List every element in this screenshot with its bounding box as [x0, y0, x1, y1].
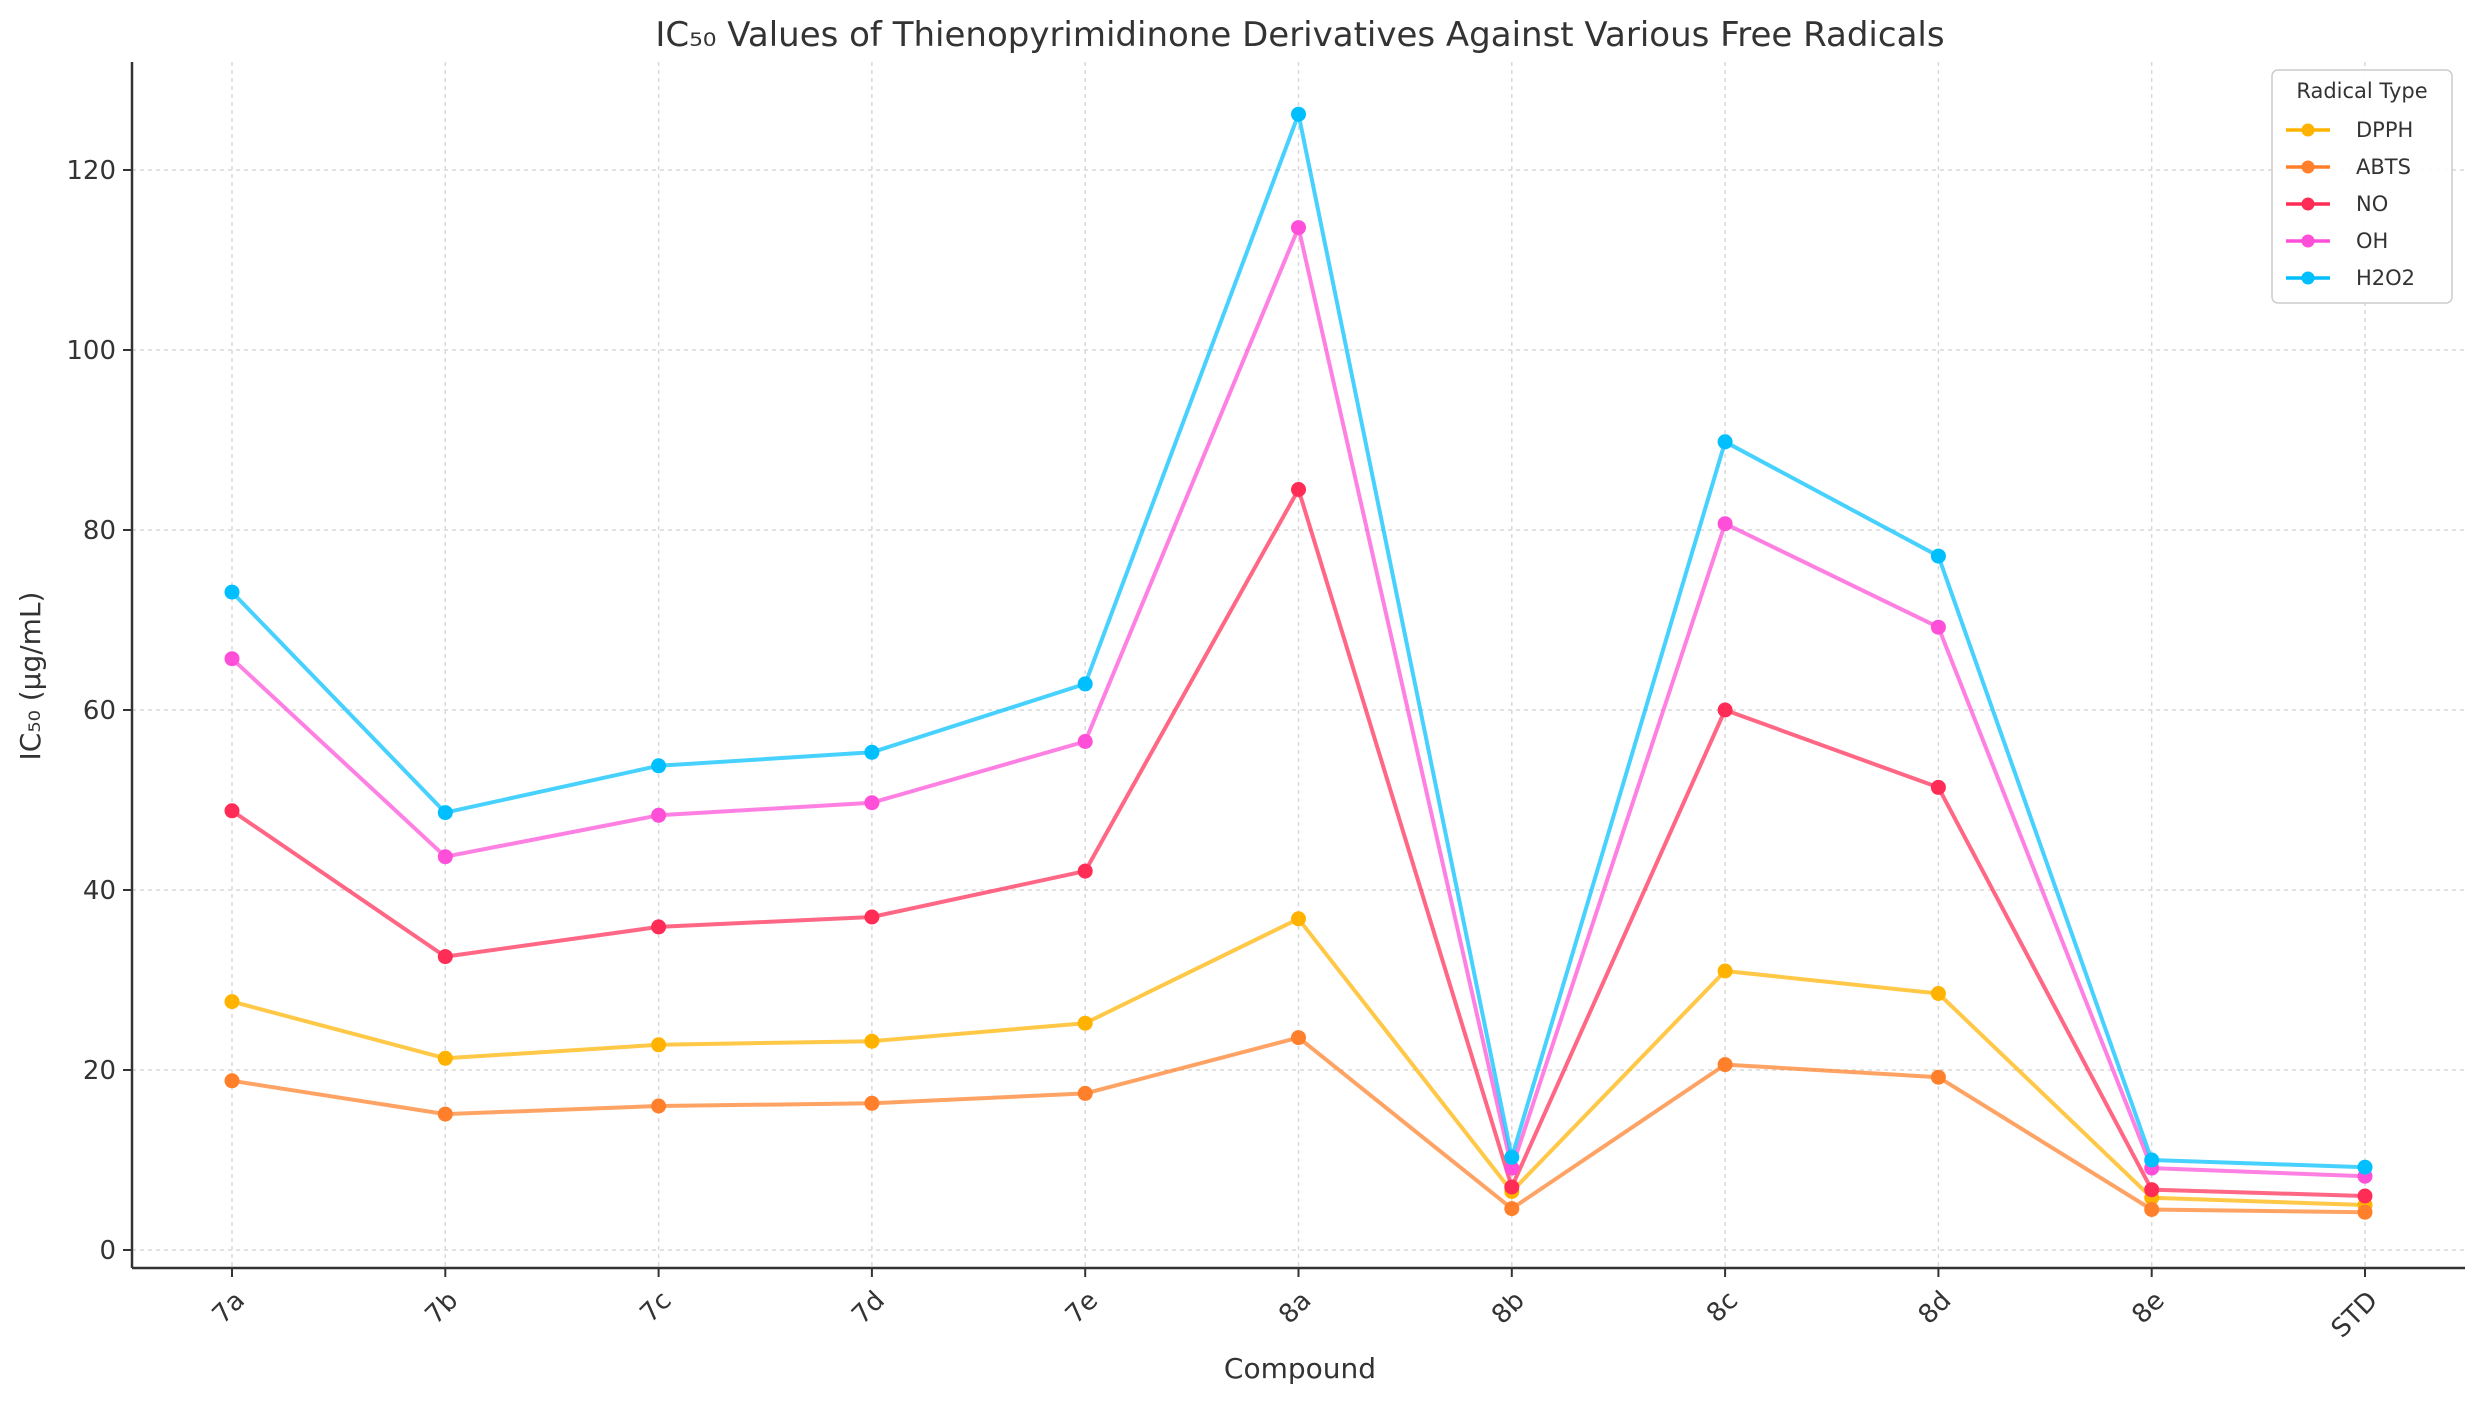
data-point-h2o2: [2144, 1152, 2160, 1168]
legend-swatch-marker: [2301, 123, 2315, 137]
legend-title: Radical Type: [2296, 79, 2427, 103]
data-point-no: [224, 803, 240, 819]
data-point-dpph: [437, 1050, 453, 1066]
data-point-abts: [1077, 1085, 1093, 1101]
data-point-abts: [2357, 1204, 2373, 1220]
x-tick-label: 7b: [420, 1286, 465, 1331]
data-point-h2o2: [1291, 106, 1306, 122]
data-point-dpph: [1291, 911, 1306, 927]
data-point-abts: [1291, 1030, 1306, 1046]
data-point-h2o2: [864, 744, 880, 760]
series-line-no: [230, 487, 2366, 1198]
y-tick-label: 40: [83, 876, 116, 906]
data-point-dpph: [1930, 986, 1946, 1001]
data-point-no: [1717, 702, 1733, 718]
data-point-dpph: [224, 994, 240, 1010]
legend-swatch-marker: [2301, 271, 2315, 285]
data-point-h2o2: [1930, 548, 1946, 564]
data-point-oh: [1930, 619, 1946, 635]
x-tick-label: 7c: [635, 1286, 678, 1329]
x-tick-label: 8a: [1273, 1286, 1317, 1330]
data-point-no: [2144, 1182, 2160, 1198]
series-group: [224, 106, 2373, 1220]
x-tick-label: 7a: [207, 1286, 251, 1330]
legend-swatch-marker: [2301, 160, 2315, 174]
data-point-h2o2: [1717, 434, 1733, 450]
data-point-dpph: [651, 1037, 667, 1053]
data-point-no: [2357, 1188, 2373, 1204]
data-point-abts: [224, 1073, 240, 1089]
data-point-h2o2: [437, 805, 453, 821]
data-point-no: [1930, 779, 1946, 795]
series-h2o2: [224, 106, 2373, 1175]
data-point-no: [1291, 482, 1306, 497]
x-tick-label: 7e: [1060, 1286, 1104, 1330]
data-point-oh: [1504, 1160, 1520, 1176]
data-point-oh: [224, 651, 240, 667]
x-tick-label: 7d: [846, 1286, 891, 1331]
legend-label: DPPH: [2356, 118, 2413, 142]
data-point-abts: [864, 1095, 880, 1111]
y-tick-label: 0: [99, 1236, 116, 1266]
x-tick-label: STD: [2326, 1286, 2384, 1344]
data-point-no: [437, 949, 453, 965]
data-point-dpph: [1717, 963, 1733, 979]
x-tick-label: 8b: [1486, 1286, 1531, 1331]
data-point-h2o2: [651, 758, 667, 774]
legend-label: H2O2: [2356, 266, 2415, 290]
data-point-h2o2: [1504, 1149, 1520, 1165]
series-no: [224, 482, 2373, 1204]
legend-swatch-marker: [2301, 234, 2315, 248]
data-point-oh: [1077, 734, 1093, 749]
data-point-dpph: [864, 1033, 880, 1049]
data-point-no: [651, 919, 667, 935]
data-point-abts: [2144, 1202, 2160, 1217]
y-tick-label: 80: [83, 516, 116, 546]
legend-label: OH: [2356, 229, 2388, 253]
chart-title: IC₅₀ Values of Thienopyrimidinone Deriva…: [655, 15, 1944, 55]
data-point-oh: [437, 849, 453, 865]
legend-item-h2o2: H2O2: [2286, 266, 2415, 290]
x-tick-label: 8c: [1701, 1286, 1744, 1329]
legend-item-oh: OH: [2286, 229, 2388, 253]
y-tick-label: 100: [66, 336, 116, 366]
data-point-abts: [651, 1098, 667, 1114]
legend-label: ABTS: [2356, 155, 2411, 179]
data-point-oh: [1717, 516, 1733, 532]
data-point-abts: [1504, 1201, 1520, 1217]
data-point-no: [864, 909, 880, 925]
y-axis-label: IC₅₀ (μg/mL): [14, 592, 47, 761]
data-point-h2o2: [2357, 1159, 2373, 1175]
series-oh: [224, 220, 2373, 1184]
data-point-oh: [1291, 220, 1306, 236]
data-point-abts: [437, 1106, 453, 1122]
legend-label: NO: [2356, 192, 2388, 216]
data-point-no: [1504, 1179, 1520, 1195]
legend-item-no: NO: [2286, 192, 2388, 216]
y-tick-label: 60: [83, 696, 116, 726]
data-point-h2o2: [1077, 676, 1093, 692]
data-point-no: [1077, 863, 1093, 879]
data-point-abts: [1717, 1057, 1733, 1073]
y-tick-label: 120: [66, 156, 116, 186]
data-point-oh: [864, 795, 880, 811]
series-abts: [224, 1030, 2373, 1220]
legend: Radical Type DPPH ABTS NO OH H2O2: [2271, 69, 2453, 304]
data-point-abts: [1930, 1069, 1946, 1085]
x-tick-label: 8e: [2126, 1286, 2170, 1330]
x-axis-label: Compound: [1224, 1352, 1376, 1385]
y-tick-label: 20: [83, 1056, 116, 1086]
data-point-dpph: [1077, 1015, 1093, 1031]
legend-swatch-marker: [2301, 197, 2315, 211]
data-point-oh: [651, 807, 667, 823]
legend-item-abts: ABTS: [2286, 155, 2411, 179]
x-tick-label: 8d: [1913, 1286, 1958, 1331]
legend-item-dpph: DPPH: [2286, 118, 2413, 142]
grid: [132, 62, 2465, 1268]
data-point-h2o2: [224, 584, 240, 600]
